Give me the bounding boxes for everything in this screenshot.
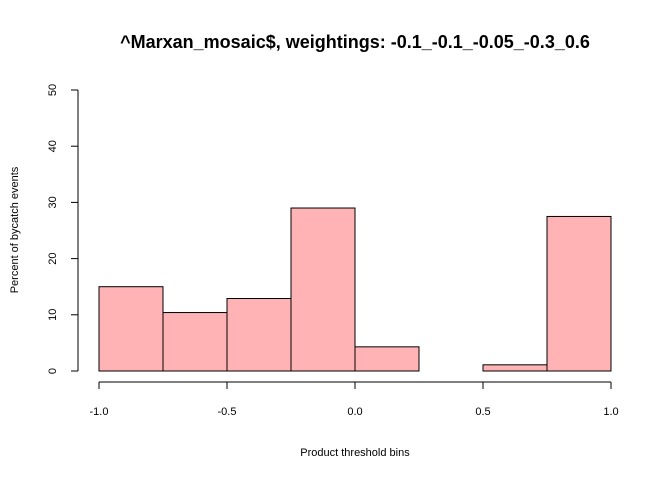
y-tick-label: 0 xyxy=(47,368,59,374)
y-axis-label: Percent of bycatch events xyxy=(9,166,21,293)
histogram-bar-2 xyxy=(226,298,292,372)
x-tick-label: 1.0 xyxy=(603,406,618,418)
chart-title: ^Marxan_mosaic$, weightings: -0.1_-0.1_-… xyxy=(120,32,590,52)
histogram-bar-4 xyxy=(354,346,420,372)
x-tick-label: -1.0 xyxy=(90,406,109,418)
y-axis: 0 10 20 30 40 50 xyxy=(47,84,79,374)
y-tick-label: 10 xyxy=(47,309,59,321)
bars-group xyxy=(98,207,612,372)
x-tick-label: 0.0 xyxy=(347,406,362,418)
histogram-bar-0 xyxy=(98,286,164,372)
x-tick-label: -0.5 xyxy=(218,406,237,418)
histogram-bar-3 xyxy=(290,207,356,372)
histogram-bar-1 xyxy=(162,312,228,372)
y-tick-label: 20 xyxy=(47,252,59,264)
y-tick-label: 30 xyxy=(47,196,59,208)
y-tick-label: 40 xyxy=(47,140,59,152)
y-tick-label: 50 xyxy=(47,84,59,96)
histogram-bar-7 xyxy=(546,215,612,372)
x-tick-label: 0.5 xyxy=(475,406,490,418)
histogram-bar-6 xyxy=(482,364,548,372)
x-axis: -1.0 -0.5 0.0 0.5 1.0 xyxy=(90,381,619,418)
x-axis-label: Product threshold bins xyxy=(300,447,410,459)
